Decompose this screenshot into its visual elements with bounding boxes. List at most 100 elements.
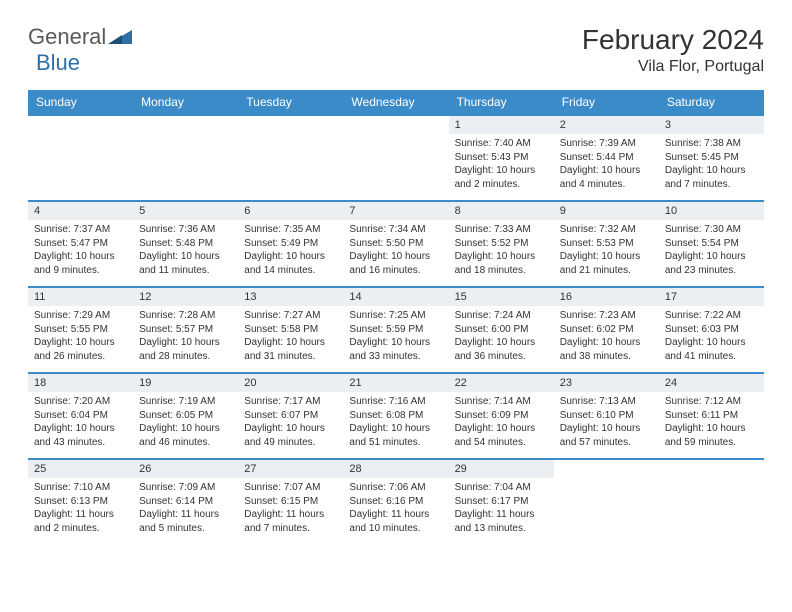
day-content: Sunrise: 7:28 AMSunset: 5:57 PMDaylight:…	[133, 306, 238, 367]
day-cell: 10Sunrise: 7:30 AMSunset: 5:54 PMDayligh…	[659, 201, 764, 287]
daylight-text: Daylight: 11 hours and 13 minutes.	[455, 508, 548, 535]
daylight-text: Daylight: 10 hours and 9 minutes.	[34, 250, 127, 277]
daylight-text: Daylight: 10 hours and 33 minutes.	[349, 336, 442, 363]
day-cell: 7Sunrise: 7:34 AMSunset: 5:50 PMDaylight…	[343, 201, 448, 287]
day-cell: 29Sunrise: 7:04 AMSunset: 6:17 PMDayligh…	[449, 459, 554, 545]
day-header: Tuesday	[238, 90, 343, 115]
logo-text-blue: Blue	[36, 50, 80, 75]
daylight-text: Daylight: 10 hours and 4 minutes.	[560, 164, 653, 191]
day-content: Sunrise: 7:06 AMSunset: 6:16 PMDaylight:…	[343, 478, 448, 539]
daylight-text: Daylight: 10 hours and 54 minutes.	[455, 422, 548, 449]
day-cell: 17Sunrise: 7:22 AMSunset: 6:03 PMDayligh…	[659, 287, 764, 373]
sunset-text: Sunset: 5:43 PM	[455, 151, 548, 165]
daylight-text: Daylight: 10 hours and 51 minutes.	[349, 422, 442, 449]
day-number: 27	[238, 460, 343, 478]
sunrise-text: Sunrise: 7:34 AM	[349, 223, 442, 237]
day-cell: 16Sunrise: 7:23 AMSunset: 6:02 PMDayligh…	[554, 287, 659, 373]
day-cell: 11Sunrise: 7:29 AMSunset: 5:55 PMDayligh…	[28, 287, 133, 373]
sunrise-text: Sunrise: 7:24 AM	[455, 309, 548, 323]
day-content: Sunrise: 7:36 AMSunset: 5:48 PMDaylight:…	[133, 220, 238, 281]
day-header: Sunday	[28, 90, 133, 115]
day-cell: 19Sunrise: 7:19 AMSunset: 6:05 PMDayligh…	[133, 373, 238, 459]
sunrise-text: Sunrise: 7:30 AM	[665, 223, 758, 237]
week-row: 4Sunrise: 7:37 AMSunset: 5:47 PMDaylight…	[28, 201, 764, 287]
day-content: Sunrise: 7:22 AMSunset: 6:03 PMDaylight:…	[659, 306, 764, 367]
day-cell: 20Sunrise: 7:17 AMSunset: 6:07 PMDayligh…	[238, 373, 343, 459]
sunrise-text: Sunrise: 7:32 AM	[560, 223, 653, 237]
day-number: 20	[238, 374, 343, 392]
sunrise-text: Sunrise: 7:38 AM	[665, 137, 758, 151]
sunset-text: Sunset: 5:55 PM	[34, 323, 127, 337]
week-row: 18Sunrise: 7:20 AMSunset: 6:04 PMDayligh…	[28, 373, 764, 459]
sunset-text: Sunset: 6:14 PM	[139, 495, 232, 509]
sunset-text: Sunset: 6:10 PM	[560, 409, 653, 423]
day-content: Sunrise: 7:09 AMSunset: 6:14 PMDaylight:…	[133, 478, 238, 539]
daylight-text: Daylight: 11 hours and 2 minutes.	[34, 508, 127, 535]
sunrise-text: Sunrise: 7:35 AM	[244, 223, 337, 237]
sunset-text: Sunset: 5:52 PM	[455, 237, 548, 251]
sunset-text: Sunset: 6:17 PM	[455, 495, 548, 509]
day-number: 5	[133, 202, 238, 220]
daylight-text: Daylight: 10 hours and 49 minutes.	[244, 422, 337, 449]
header: General February 2024 Vila Flor, Portuga…	[28, 24, 764, 76]
daylight-text: Daylight: 10 hours and 46 minutes.	[139, 422, 232, 449]
day-number: 28	[343, 460, 448, 478]
location: Vila Flor, Portugal	[582, 58, 764, 76]
day-header: Friday	[554, 90, 659, 115]
day-cell: 4Sunrise: 7:37 AMSunset: 5:47 PMDaylight…	[28, 201, 133, 287]
sunrise-text: Sunrise: 7:07 AM	[244, 481, 337, 495]
day-cell	[554, 459, 659, 545]
day-content: Sunrise: 7:37 AMSunset: 5:47 PMDaylight:…	[28, 220, 133, 281]
sunset-text: Sunset: 5:49 PM	[244, 237, 337, 251]
day-content: Sunrise: 7:20 AMSunset: 6:04 PMDaylight:…	[28, 392, 133, 453]
daylight-text: Daylight: 10 hours and 43 minutes.	[34, 422, 127, 449]
sunset-text: Sunset: 6:07 PM	[244, 409, 337, 423]
day-cell	[238, 115, 343, 201]
sunset-text: Sunset: 5:54 PM	[665, 237, 758, 251]
daylight-text: Daylight: 10 hours and 38 minutes.	[560, 336, 653, 363]
sunrise-text: Sunrise: 7:22 AM	[665, 309, 758, 323]
sunrise-text: Sunrise: 7:09 AM	[139, 481, 232, 495]
day-number: 4	[28, 202, 133, 220]
sunset-text: Sunset: 6:04 PM	[34, 409, 127, 423]
logo-text-blue-wrap: Blue	[36, 50, 80, 76]
day-number: 3	[659, 116, 764, 134]
day-number: 1	[449, 116, 554, 134]
daylight-text: Daylight: 10 hours and 21 minutes.	[560, 250, 653, 277]
day-header: Thursday	[449, 90, 554, 115]
day-content: Sunrise: 7:04 AMSunset: 6:17 PMDaylight:…	[449, 478, 554, 539]
day-header: Monday	[133, 90, 238, 115]
day-number: 17	[659, 288, 764, 306]
logo-text-general: General	[28, 24, 106, 50]
day-number: 21	[343, 374, 448, 392]
day-content: Sunrise: 7:17 AMSunset: 6:07 PMDaylight:…	[238, 392, 343, 453]
day-number: 13	[238, 288, 343, 306]
day-content: Sunrise: 7:12 AMSunset: 6:11 PMDaylight:…	[659, 392, 764, 453]
day-content: Sunrise: 7:14 AMSunset: 6:09 PMDaylight:…	[449, 392, 554, 453]
sunset-text: Sunset: 6:08 PM	[349, 409, 442, 423]
sunrise-text: Sunrise: 7:19 AM	[139, 395, 232, 409]
sunrise-text: Sunrise: 7:20 AM	[34, 395, 127, 409]
day-content: Sunrise: 7:16 AMSunset: 6:08 PMDaylight:…	[343, 392, 448, 453]
day-number: 8	[449, 202, 554, 220]
daylight-text: Daylight: 10 hours and 23 minutes.	[665, 250, 758, 277]
daylight-text: Daylight: 10 hours and 7 minutes.	[665, 164, 758, 191]
daylight-text: Daylight: 10 hours and 14 minutes.	[244, 250, 337, 277]
day-content: Sunrise: 7:39 AMSunset: 5:44 PMDaylight:…	[554, 134, 659, 195]
day-cell: 27Sunrise: 7:07 AMSunset: 6:15 PMDayligh…	[238, 459, 343, 545]
daylight-text: Daylight: 10 hours and 31 minutes.	[244, 336, 337, 363]
day-number: 6	[238, 202, 343, 220]
daylight-text: Daylight: 11 hours and 5 minutes.	[139, 508, 232, 535]
sunset-text: Sunset: 5:59 PM	[349, 323, 442, 337]
daylight-text: Daylight: 10 hours and 26 minutes.	[34, 336, 127, 363]
sunrise-text: Sunrise: 7:13 AM	[560, 395, 653, 409]
sunrise-text: Sunrise: 7:16 AM	[349, 395, 442, 409]
sunset-text: Sunset: 6:05 PM	[139, 409, 232, 423]
week-row: 11Sunrise: 7:29 AMSunset: 5:55 PMDayligh…	[28, 287, 764, 373]
month-title: February 2024	[582, 24, 764, 56]
day-cell	[659, 459, 764, 545]
day-number: 26	[133, 460, 238, 478]
day-number: 12	[133, 288, 238, 306]
sunset-text: Sunset: 6:16 PM	[349, 495, 442, 509]
day-content: Sunrise: 7:27 AMSunset: 5:58 PMDaylight:…	[238, 306, 343, 367]
